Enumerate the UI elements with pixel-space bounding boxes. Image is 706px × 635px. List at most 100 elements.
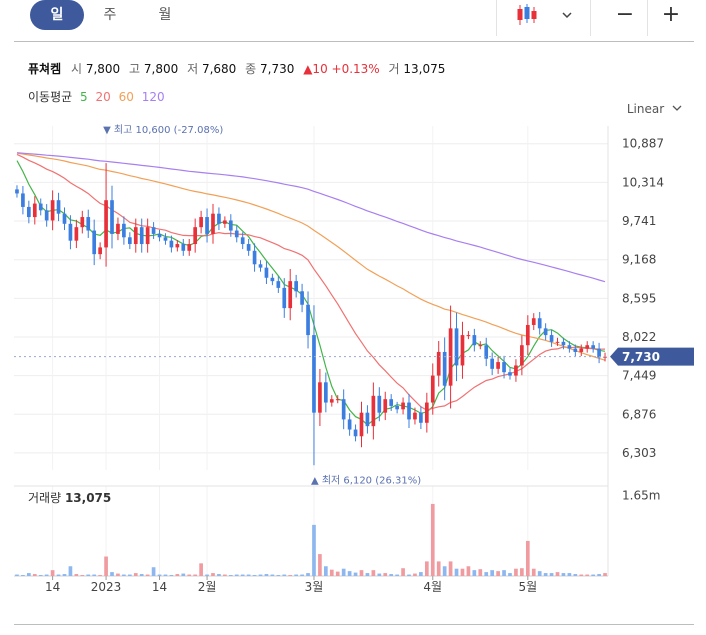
candle-body [537,318,542,329]
candle-body [407,402,411,420]
candle [324,372,328,413]
volume-bar [133,573,138,576]
current-price-label: 7,730 [622,350,660,364]
candle [377,387,382,422]
top-toolbar: 일 주 월 − + [0,0,706,36]
ma-5-label: 5 [80,90,88,104]
volume-bar [496,571,500,576]
candle-body [312,335,316,413]
candle [460,321,465,379]
volume-bar [211,573,215,576]
candle [514,359,518,382]
candle [478,341,483,350]
candle [306,291,310,349]
volume-bar [377,573,382,576]
scale-mode-label: Linear [626,102,665,116]
volume-bar [424,561,429,576]
volume-bar [56,574,61,576]
candle [62,207,67,231]
candle-body [555,341,560,343]
candle-body [300,291,304,305]
open-value: 7,800 [85,62,121,76]
zoom-out-button[interactable]: − [615,2,635,27]
candle [401,397,405,415]
zoom-in-button[interactable]: + [661,2,681,27]
volume-bar [525,540,530,576]
volume-bar [127,574,132,576]
tab-monthly[interactable]: 월 [158,7,172,23]
candle [359,401,364,448]
candle [419,406,423,430]
moving-average-legend: 이동평균 5 20 60 120 [28,88,169,105]
candle [80,210,85,234]
candle-body [430,375,435,403]
volume-bar [555,572,560,576]
volume-bar [329,569,334,576]
volume-bar [318,554,322,576]
volume-bar [353,572,358,576]
volume-bar [264,574,269,576]
candle-body [436,351,441,376]
close-value: 7,730 [260,62,295,76]
candle [240,232,245,250]
scale-mode-dropdown[interactable]: Linear [627,102,682,116]
candle [32,196,37,225]
y-tick-label: 7,449 [622,369,656,383]
candle-body [401,402,405,410]
candle [44,204,49,227]
candle [264,261,269,285]
x-tick-label: 14 [152,580,167,594]
volume-bar [50,570,55,576]
candle-body [234,230,239,238]
candle [38,198,43,216]
candle-body [92,230,97,255]
candle [258,260,263,272]
volume-bar [86,574,91,576]
volume-bar [508,573,512,576]
candle-body [80,217,85,228]
volume-bar [597,574,601,576]
candle-body [490,358,495,369]
high-value: 7,800 [143,62,179,76]
candle-body [549,335,554,342]
chart-type-dropdown[interactable] [556,2,578,28]
candle-body [347,419,352,430]
candlestick-icon [517,4,537,25]
tab-weekly[interactable]: 주 [103,7,117,23]
volume-bar [157,574,162,576]
candle-body [205,217,209,234]
volume-bar [246,574,251,576]
candle [122,216,126,245]
volume-label: 거 [388,62,400,76]
candle-body [324,382,328,403]
candle-body [466,335,471,337]
candle [270,273,275,286]
candle [508,368,512,380]
candle-body [525,324,530,346]
candle [74,219,79,249]
volume-bar [163,574,168,576]
volume-bar [454,568,459,576]
candle [389,394,394,411]
toolbar-divider [590,0,591,36]
volume-bar [145,574,150,576]
candle [454,312,459,382]
candle-body [276,281,281,288]
x-tick-label: 3월 [305,580,324,594]
volume-bar [116,573,120,576]
chart-type-button[interactable] [512,2,542,28]
volume-bar [38,575,43,576]
volume-bar [80,575,85,576]
ma-5-line [16,160,606,426]
volume-bar [181,573,186,576]
y-tick-label: 10,314 [622,175,664,189]
volume-bar [282,574,287,576]
volume-bar [401,568,405,576]
candle-body [573,348,578,352]
tab-daily[interactable]: 일 [30,0,84,30]
candle [163,233,168,245]
candle-body [228,220,233,231]
candle [490,352,495,376]
candle-body [395,405,399,410]
